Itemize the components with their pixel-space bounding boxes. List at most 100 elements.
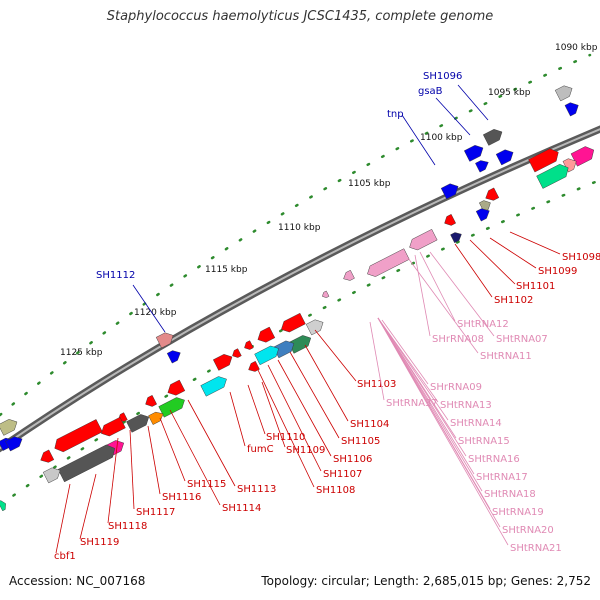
gene-label: SH1109 [286,445,325,456]
leader-line [435,97,471,136]
gene-label: SHtRNA20 [502,525,554,536]
scale-label: 1110 kbp [278,223,321,233]
scale-label: 1100 kbp [420,133,463,143]
gene-label: SHtRNA07 [496,334,548,345]
leader-line [419,251,456,322]
gene-feature [40,449,55,463]
gene-label: gsaB [418,86,443,97]
gene-feature [158,397,185,418]
gene-label: SH1104 [350,419,389,430]
gene-feature [155,332,174,349]
leader-line [377,317,449,421]
gene-feature [248,360,260,372]
leader-line [429,251,495,337]
gene-label: SH1096 [423,71,462,82]
gene-feature [101,416,126,437]
gene-feature [564,102,579,117]
leader-line [401,114,436,166]
gene-feature [475,160,489,173]
gene-feature [0,500,6,512]
gene-label: SHrRNA09 [430,382,482,393]
gene-label: SH1101 [516,281,555,292]
gene-feature [322,290,330,298]
gene-label: cbf1 [54,551,76,562]
gene-label: SH1108 [316,485,355,496]
leader-line [381,319,429,385]
accession-text: Accession: NC_007168 [9,574,146,588]
leader-line [277,359,332,457]
gene-label: SH1098 [562,252,600,263]
gene-label: tnp [387,109,404,120]
genome-backbone-highlight [0,128,600,450]
gene-label: SH1115 [187,479,226,490]
scale-label: 1125 kbp [60,348,103,358]
gene-feature [257,326,276,343]
leader-line [187,399,236,487]
gene-feature [482,129,503,146]
gene-feature [440,183,459,200]
gene-feature [528,148,559,173]
gene-label: SH1114 [222,503,261,514]
leader-line [489,237,537,269]
leader-line [229,391,246,447]
gene-label: SHtRNA19 [492,507,544,518]
leader-line [79,473,97,540]
gene-feature [273,340,295,359]
gene-feature [167,379,186,396]
gene-label: SH1113 [237,484,276,495]
leader-line [304,344,349,422]
leader-line [509,231,561,255]
gene-feature [244,340,254,350]
gene-label: SHtRNA14 [450,418,502,429]
gene-label: SH1119 [80,537,119,548]
gene-feature [305,319,324,336]
gene-feature [475,208,490,222]
leader-line [414,254,431,337]
gene-label: SHtRNA15 [458,436,510,447]
gene-feature [281,312,306,333]
leader-line [314,329,357,382]
leader-line [257,369,315,488]
scale-label: 1120 kbp [134,308,177,318]
gene-feature [367,248,410,277]
leader-line [107,437,119,524]
gene-feature [570,146,595,167]
gene-label: SH1103 [357,379,396,390]
leader-line [457,84,489,121]
gene-feature [0,419,18,436]
gene-label: SH1118 [108,521,147,532]
leader-line [377,317,509,546]
leader-line [369,321,385,401]
leader-line [132,284,166,333]
leader-line [289,351,340,439]
gene-feature [148,411,164,425]
gene-label: SH1105 [341,436,380,447]
scale-label: 1115 kbp [205,265,248,275]
gene-label: SHtRNA11 [480,351,532,362]
gene-feature [554,85,573,102]
scale-label: 1090 kbp [555,43,598,53]
leader-line [377,317,467,457]
leader-line [469,239,516,285]
scale-label: 1105 kbp [348,179,391,189]
gene-label: SHtRNA13 [440,400,492,411]
map-title: Staphylococcus haemolyticus JCSC1435, co… [106,9,494,24]
gene-label: SH1102 [494,295,533,306]
gene-label: SHrRNA08 [432,334,484,345]
gene-feature [212,354,233,371]
gene-feature [444,214,456,226]
gene-feature [343,269,355,281]
genome-summary-text: Topology: circular; Length: 2,685,015 bp… [261,574,591,588]
gene-label: SH1116 [162,492,201,503]
gene-label: SH1106 [333,454,372,465]
gene-feature [463,145,484,162]
gene-label: SHtRNA18 [484,489,536,500]
gene-label: SHtRNA37 [386,398,438,409]
gene-feature [288,335,312,354]
gene-feature [200,376,227,397]
gene-feature [536,164,569,189]
gene-label: SH1117 [136,507,175,518]
gene-feature [145,395,157,407]
